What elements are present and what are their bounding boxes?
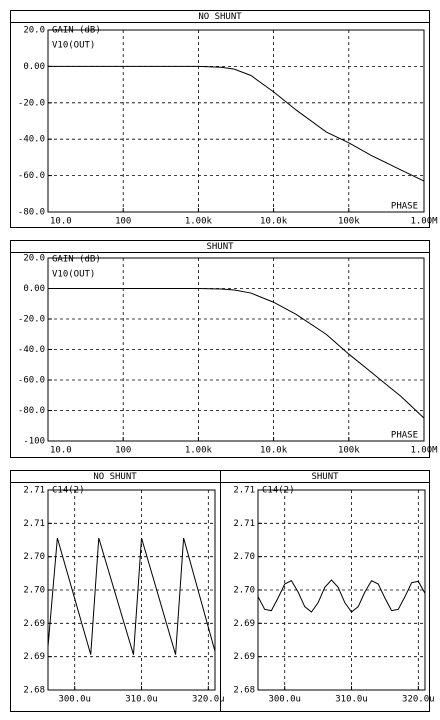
annotation: GAIN (dB) <box>52 255 101 265</box>
line-series <box>48 65 425 182</box>
y-tick-label: -60.0 <box>18 171 45 181</box>
y-tick-label: 2.69 <box>233 652 255 662</box>
x-tick-label: 100 <box>115 446 131 456</box>
y-tick-label: -20.0 <box>18 315 45 325</box>
line-series <box>47 537 216 655</box>
plot-frame <box>47 257 425 442</box>
plot-frame <box>257 489 426 691</box>
line-series <box>257 579 426 613</box>
y-tick-label: 2.69 <box>233 619 255 629</box>
annotation: PHASE <box>391 431 418 441</box>
y-tick-label: 20.0 <box>23 26 45 36</box>
x-tick-label: 10.0k <box>260 217 288 227</box>
plot-frame <box>47 489 216 691</box>
y-tick-label: -60.0 <box>18 376 45 386</box>
plot-frame <box>47 29 425 213</box>
line-series <box>48 288 425 419</box>
y-tick-label: -20.0 <box>18 98 45 108</box>
x-tick-label: 10.0 <box>50 217 72 227</box>
x-tick-label: 300.0u <box>268 695 301 705</box>
y-tick-label: 2.70 <box>233 586 255 596</box>
y-tick-label: -40.0 <box>18 135 45 145</box>
panel-frame <box>10 240 430 458</box>
x-tick-label: 10.0k <box>260 446 288 456</box>
chart-title: NO SHUNT <box>198 12 242 22</box>
x-tick-label: 1.00M <box>410 446 438 456</box>
x-tick-label: 1.00k <box>185 446 213 456</box>
y-tick-label: 20.0 <box>23 254 45 264</box>
x-tick-label: 100k <box>338 217 360 227</box>
x-tick-label: 10.0 <box>50 446 72 456</box>
chart-title: SHUNT <box>206 242 234 252</box>
x-tick-label: 100 <box>115 217 131 227</box>
y-tick-label: -40.0 <box>18 345 45 355</box>
x-tick-label: 1.00k <box>185 217 213 227</box>
x-tick-label: 320.0u <box>402 695 435 705</box>
panel-frame <box>10 10 430 228</box>
x-tick-label: 1.00M <box>410 217 438 227</box>
y-tick-label: 0.00 <box>23 284 45 294</box>
y-tick-label: 2.69 <box>23 619 45 629</box>
y-tick-label: 2.71 <box>233 519 255 529</box>
y-tick-label: 2.71 <box>23 519 45 529</box>
x-tick-label: 310.0u <box>335 695 368 705</box>
y-tick-label: -80.0 <box>18 208 45 218</box>
annotation: C14(2) <box>262 486 295 496</box>
chart-title: NO SHUNT <box>93 472 137 482</box>
y-tick-label: 2.69 <box>23 652 45 662</box>
x-tick-label: 100k <box>338 446 360 456</box>
y-tick-label: -100 <box>23 437 45 447</box>
y-tick-label: 2.70 <box>23 586 45 596</box>
x-tick-label: 320.0u <box>192 695 225 705</box>
y-tick-label: 2.71 <box>23 486 45 496</box>
annotation: V10(OUT) <box>52 270 95 280</box>
y-tick-label: -80.0 <box>18 406 45 416</box>
y-tick-label: 2.71 <box>233 486 255 496</box>
y-tick-label: 2.70 <box>233 552 255 562</box>
x-tick-label: 300.0u <box>58 695 91 705</box>
y-tick-label: 2.68 <box>233 686 255 696</box>
chart-title: SHUNT <box>311 472 339 482</box>
annotation: GAIN (dB) <box>52 26 101 36</box>
y-tick-label: 2.70 <box>23 552 45 562</box>
annotation: PHASE <box>391 202 418 212</box>
y-tick-label: 0.00 <box>23 62 45 72</box>
y-tick-label: 2.68 <box>23 686 45 696</box>
x-tick-label: 310.0u <box>125 695 158 705</box>
annotation: V10(OUT) <box>52 41 95 51</box>
annotation: C14(2) <box>52 486 85 496</box>
